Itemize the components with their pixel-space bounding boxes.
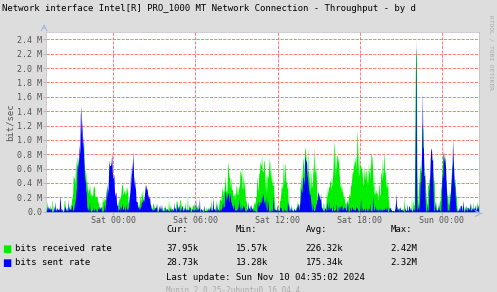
Text: RTOOL / TOBI OETIKER: RTOOL / TOBI OETIKER xyxy=(488,15,493,90)
Text: ■: ■ xyxy=(2,244,12,254)
Text: Munin 2.0.25-2ubuntu0.16.04.4: Munin 2.0.25-2ubuntu0.16.04.4 xyxy=(166,286,301,292)
Y-axis label: bit/sec: bit/sec xyxy=(5,103,14,141)
Text: Last update: Sun Nov 10 04:35:02 2024: Last update: Sun Nov 10 04:35:02 2024 xyxy=(166,273,365,282)
Text: 2.32M: 2.32M xyxy=(390,258,417,267)
Text: 226.32k: 226.32k xyxy=(306,244,343,253)
Text: 15.57k: 15.57k xyxy=(236,244,268,253)
Text: 28.73k: 28.73k xyxy=(166,258,199,267)
Text: bits sent rate: bits sent rate xyxy=(15,258,90,267)
Text: Cur:: Cur: xyxy=(166,225,188,234)
Text: 175.34k: 175.34k xyxy=(306,258,343,267)
Text: Max:: Max: xyxy=(390,225,412,234)
Text: 37.95k: 37.95k xyxy=(166,244,199,253)
Text: 2.42M: 2.42M xyxy=(390,244,417,253)
Text: ■: ■ xyxy=(2,258,12,268)
Text: bits received rate: bits received rate xyxy=(15,244,112,253)
Text: Network interface Intel[R] PRO_1000 MT Network Connection - Throughput - by d: Network interface Intel[R] PRO_1000 MT N… xyxy=(2,4,416,13)
Text: 13.28k: 13.28k xyxy=(236,258,268,267)
Text: Avg:: Avg: xyxy=(306,225,327,234)
Text: Min:: Min: xyxy=(236,225,257,234)
